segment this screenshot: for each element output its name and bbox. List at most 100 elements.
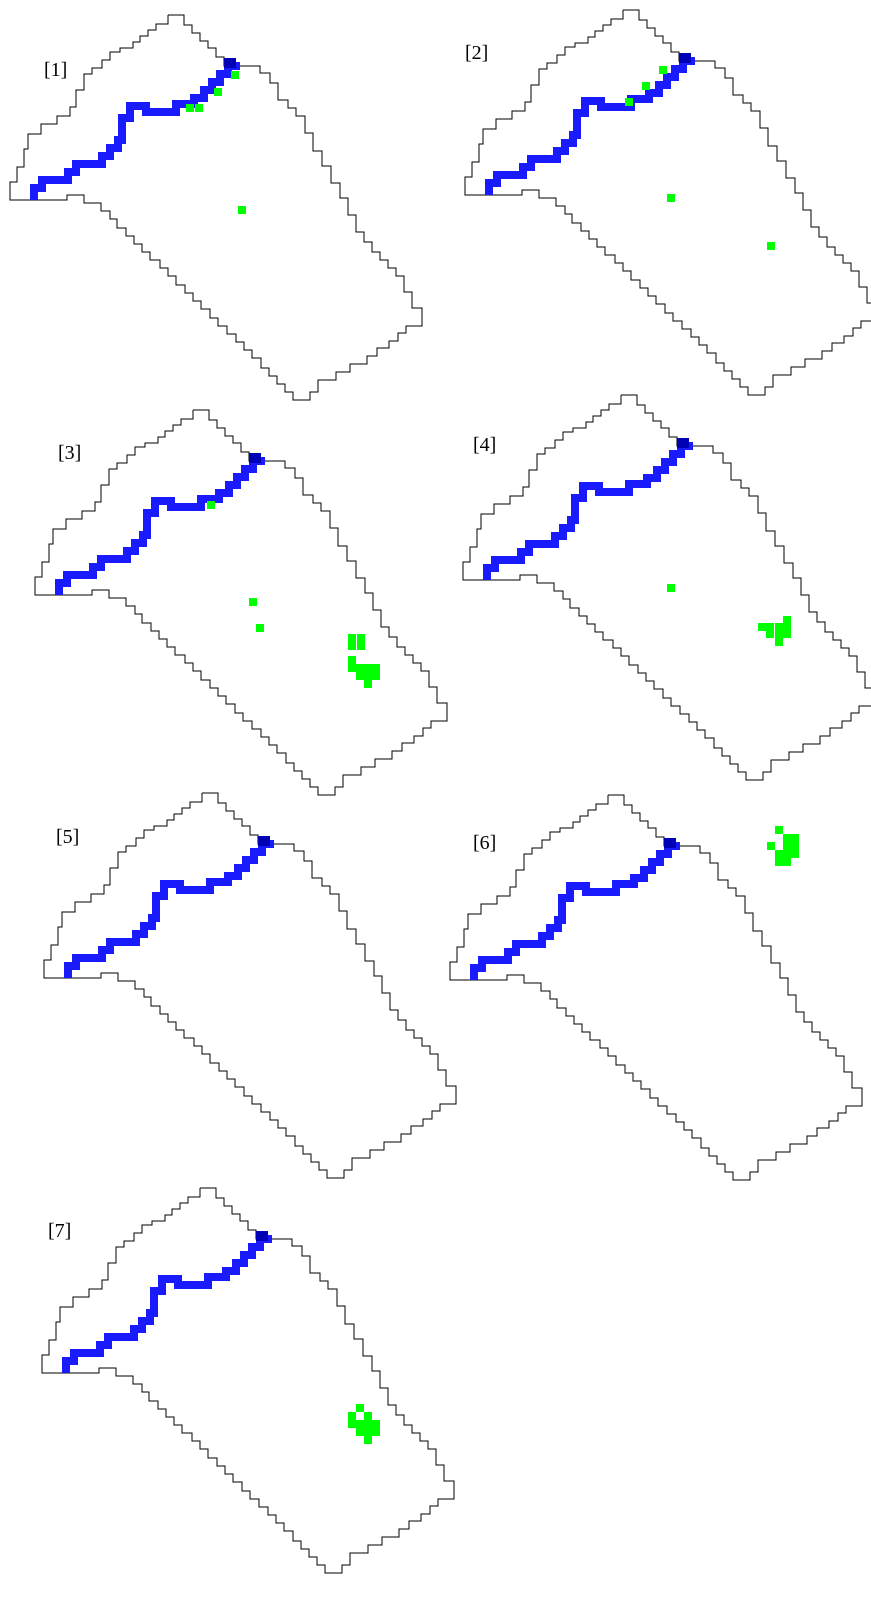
catchment-group: [464, 9, 871, 396]
green-patch-cell: [791, 850, 799, 858]
river-channel: [62, 1235, 272, 1373]
panel-label: [3]: [58, 442, 82, 464]
watershed-map: [9, 14, 423, 401]
green-patch-cell: [372, 1428, 380, 1436]
green-patch-cell: [357, 634, 365, 642]
catchment-outline: [449, 794, 863, 1181]
river-channel: [483, 442, 693, 580]
green-patch-cell: [625, 98, 633, 106]
green-patch-cell: [758, 623, 766, 631]
catchment-outline: [9, 14, 423, 401]
green-patch-cell: [364, 672, 372, 680]
green-patch-cell: [348, 656, 356, 664]
green-patch-cell: [775, 623, 783, 631]
green-patch-cell: [364, 1420, 372, 1428]
green-patch-cell: [775, 638, 783, 646]
catchment-group: [449, 794, 863, 1181]
panel-label: [7]: [48, 1220, 72, 1242]
watershed-map: [449, 794, 863, 1181]
green-patch-cell: [372, 1420, 380, 1428]
panel-label: [1]: [44, 59, 68, 81]
green-patch-cell: [214, 88, 222, 96]
green-patch-cell: [348, 664, 356, 672]
green-patch-cell: [775, 850, 783, 858]
green-patch-cell: [364, 1412, 372, 1420]
green-patch-cell: [783, 834, 791, 842]
green-patch-cell: [356, 664, 364, 672]
green-patch-cell: [231, 71, 239, 79]
panel-3: [3]: [15, 395, 455, 796]
channel-outlet: [677, 438, 689, 448]
green-patch-cell: [783, 630, 791, 638]
panel-7: [7]: [20, 1175, 460, 1575]
green-patch-cell: [207, 501, 215, 509]
green-patch-cell: [364, 1436, 372, 1444]
channel-outlet: [224, 58, 236, 68]
watershed-map: [464, 9, 871, 396]
watershed-map: [462, 394, 871, 781]
catchment-group: [43, 792, 457, 1179]
green-patch-cell: [356, 672, 364, 680]
green-patch-cell: [357, 642, 365, 650]
green-patch-cell: [783, 858, 791, 866]
green-patch-cell: [642, 82, 650, 90]
green-patch-cell: [348, 642, 356, 650]
green-patch-cell: [186, 104, 194, 112]
catchment-outline: [34, 409, 448, 796]
green-patch-cell: [348, 1412, 356, 1420]
green-patch-cell: [766, 630, 774, 638]
catchment-outline: [41, 1187, 455, 1574]
panel-1: [1]: [0, 0, 440, 401]
green-patch-cell: [775, 826, 783, 834]
green-patch-cell: [356, 1420, 364, 1428]
green-patch-cell: [667, 584, 675, 592]
panel-label: [6]: [473, 832, 497, 854]
catchment-outline: [462, 394, 871, 781]
channel-outlet: [679, 53, 691, 63]
panel-4: [4]: [433, 385, 871, 785]
catchment-group: [9, 14, 423, 401]
catchment-outline: [464, 9, 871, 396]
green-patch-cell: [348, 1420, 356, 1428]
green-patch-cell: [783, 623, 791, 631]
panel-label: [4]: [473, 434, 497, 456]
watershed-map: [43, 624, 457, 1179]
green-patch-cell: [659, 66, 667, 74]
green-patch-cell: [372, 664, 380, 672]
river-channel: [470, 842, 680, 980]
green-patch-cell: [775, 858, 783, 866]
green-patch-cell: [256, 624, 264, 632]
panel-2: [2]: [433, 0, 871, 396]
green-patch-cell: [249, 598, 257, 606]
green-patch-cell: [356, 1428, 364, 1436]
green-patch-cell: [783, 616, 791, 624]
green-patch-cell: [195, 104, 203, 112]
green-patch-cell: [238, 206, 246, 214]
green-patch-cell: [356, 1404, 364, 1412]
river-channel: [55, 457, 265, 595]
green-patch-cell: [791, 842, 799, 850]
green-patch-cell: [364, 1428, 372, 1436]
river-channel: [64, 840, 274, 978]
channel-outlet: [664, 838, 676, 848]
green-patch-cell: [783, 850, 791, 858]
watershed-map: [41, 1187, 455, 1574]
green-patch-cell: [364, 680, 372, 688]
green-patch-cell: [348, 634, 356, 642]
channel-outlet: [258, 836, 270, 846]
river-channel: [485, 57, 695, 195]
green-patch-cell: [775, 630, 783, 638]
catchment-group: [41, 1187, 455, 1574]
green-patch-cell: [766, 623, 774, 631]
green-patch-cell: [667, 194, 675, 202]
panel-6: [6]: [443, 775, 871, 1181]
panel-label: [5]: [56, 826, 80, 848]
channel-outlet: [249, 453, 261, 463]
green-patch-cell: [783, 842, 791, 850]
green-patch-cell: [767, 242, 775, 250]
watershed-map: [34, 409, 448, 796]
green-patch-cell: [364, 664, 372, 672]
green-patch-cell: [372, 672, 380, 680]
green-patch-cell: [791, 834, 799, 842]
catchment-group: [34, 409, 448, 796]
